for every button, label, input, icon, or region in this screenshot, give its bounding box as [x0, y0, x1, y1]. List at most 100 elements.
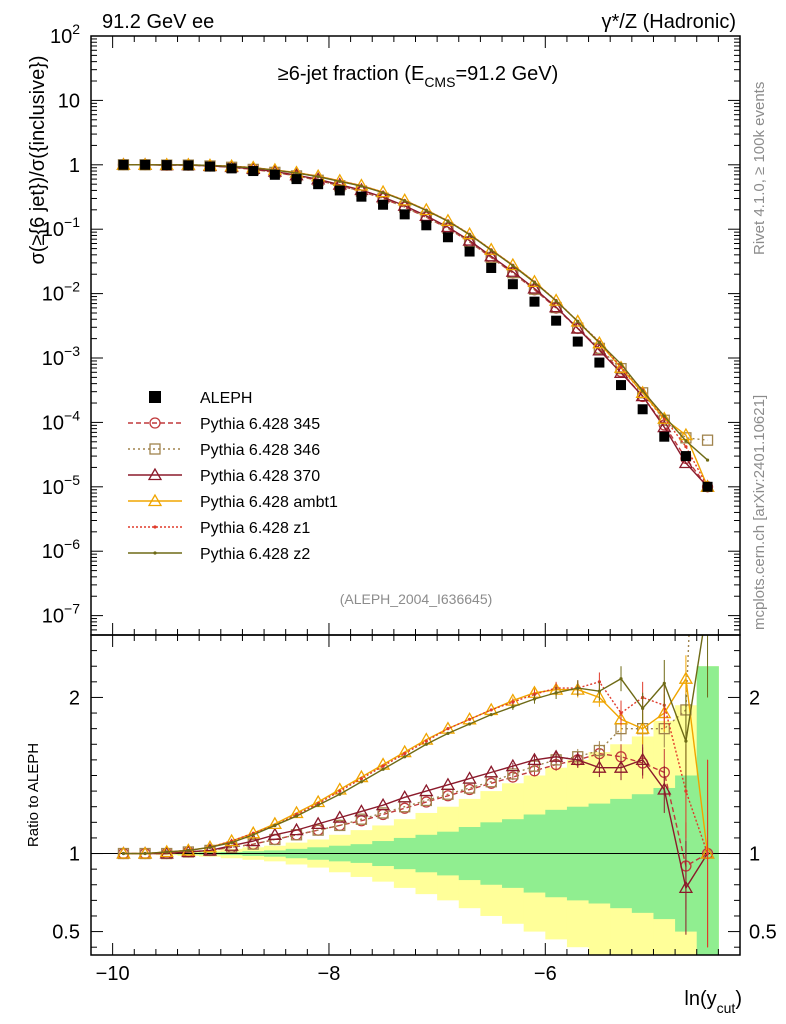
series-marker-main-5 — [619, 362, 623, 366]
series-line-ratio-3 — [123, 676, 709, 855]
series-marker-ratio-1 — [355, 813, 368, 825]
series-marker-ratio-1 — [334, 819, 346, 832]
series-marker-main-5 — [316, 175, 320, 179]
series-line-main-3 — [123, 164, 709, 488]
series-marker-ratio-5 — [576, 686, 580, 690]
series-marker-main-5 — [381, 191, 385, 195]
series-marker-ratio-4 — [424, 739, 428, 743]
data-point — [659, 431, 670, 442]
series-marker-main-1 — [507, 267, 519, 279]
series-marker-main-5 — [532, 280, 537, 285]
series-marker-main-2 — [462, 233, 477, 246]
data-point — [507, 279, 518, 290]
series-marker-ratio-3 — [592, 690, 607, 703]
series-marker-ratio-2 — [267, 827, 283, 840]
series-marker-main-5 — [338, 179, 342, 184]
series-marker-main-3 — [527, 274, 542, 287]
main-frame — [90, 35, 741, 636]
series-marker-main-5 — [705, 458, 710, 462]
series-marker-ratio-5 — [467, 722, 472, 726]
series-marker-main-2 — [527, 281, 542, 294]
data-point — [140, 159, 151, 170]
x-tick-label: −8 — [318, 963, 341, 985]
legend-swatch-marker — [149, 417, 161, 429]
series-marker-ratio-4 — [446, 727, 450, 731]
series-marker-ratio-1 — [377, 807, 389, 819]
series-marker-ratio-4 — [489, 708, 493, 712]
data-point — [529, 296, 540, 307]
series-marker-ratio-4 — [338, 789, 342, 793]
main-panel-series — [116, 157, 715, 493]
series-marker-ratio-2 — [484, 765, 499, 778]
series-marker-ratio-4 — [403, 752, 407, 756]
data-point — [551, 315, 562, 326]
series-marker-ratio-3 — [635, 721, 650, 734]
data-point — [248, 166, 259, 177]
series-marker-main-2 — [505, 264, 520, 277]
legend-swatch-marker — [149, 443, 161, 455]
series-marker-main-5 — [446, 219, 450, 223]
series-line-main-2 — [123, 164, 709, 488]
series-marker-main-4 — [684, 445, 688, 449]
series-marker-main-5 — [359, 184, 364, 188]
data-point — [702, 481, 713, 492]
x-axis-label: ln(ycut) — [684, 988, 742, 1016]
series-marker-ratio-2 — [678, 880, 694, 894]
series-marker-ratio-2 — [548, 749, 564, 762]
ratio-panel-series — [116, 177, 715, 948]
legend-label: ALEPH — [200, 390, 252, 407]
series-marker-ratio-5 — [273, 823, 277, 828]
series-line-main-4 — [123, 164, 709, 488]
header-process: γ*/Z (Hadronic) — [602, 11, 736, 33]
series-marker-ratio-2 — [592, 760, 607, 773]
series-marker-ratio-5 — [641, 706, 645, 710]
series-marker-ratio-5 — [338, 792, 342, 796]
series-marker-ratio-4 — [467, 717, 472, 721]
data-point — [399, 209, 410, 220]
data-point — [464, 246, 475, 257]
series-marker-ratio-2 — [505, 758, 520, 772]
series-marker-main-2 — [484, 248, 499, 262]
series-marker-main-5 — [684, 439, 688, 443]
series-marker-ratio-5 — [316, 803, 320, 807]
series-marker-ratio-2 — [311, 816, 326, 830]
series-marker-ratio-1 — [703, 177, 713, 187]
series-marker-main-3 — [570, 314, 585, 327]
series-marker-ratio-5 — [403, 755, 407, 759]
series-marker-ratio-2 — [246, 833, 261, 847]
series-marker-ratio-5 — [511, 705, 515, 709]
series-marker-main-2 — [657, 419, 672, 433]
series-marker-main-1 — [550, 301, 562, 314]
x-axis-label-sub: cut — [717, 1000, 736, 1016]
series-marker-ratio-2 — [397, 790, 412, 803]
series-marker-ratio-5 — [251, 833, 255, 837]
series-marker-main-3 — [484, 242, 499, 255]
series-marker-ratio-5 — [294, 814, 299, 818]
series-line-main-0 — [123, 164, 709, 488]
series-marker-ratio-4 — [619, 711, 623, 715]
ratio-axis-label: Ratio to ALEPH — [25, 743, 42, 847]
data-point — [486, 262, 497, 273]
legend-label: Pythia 6.428 346 — [200, 442, 320, 459]
plot-title-sub: CMS — [424, 74, 455, 90]
legend-swatch-marker — [147, 467, 163, 481]
series-marker-ratio-3 — [267, 816, 283, 830]
series-marker-ratio-5 — [446, 731, 450, 735]
series-marker-ratio-2 — [527, 752, 542, 766]
ratio-tick-label-right: 0.5 — [749, 922, 777, 944]
series-marker-main-4 — [619, 365, 623, 369]
series-marker-main-3 — [657, 411, 672, 424]
data-point — [204, 161, 215, 172]
series-marker-ratio-5 — [706, 602, 709, 605]
series-marker-ratio-5 — [121, 851, 126, 856]
series-marker-main-5 — [403, 199, 407, 203]
ratio-tick-label: 0.5 — [52, 922, 80, 944]
series-marker-main-5 — [511, 264, 515, 268]
x-tick-label: −6 — [534, 963, 557, 985]
data-point — [572, 336, 583, 347]
series-marker-ratio-5 — [424, 742, 428, 746]
series-marker-ratio-2 — [570, 752, 585, 766]
series-marker-ratio-5 — [165, 850, 169, 854]
series-marker-ratio-5 — [230, 841, 234, 845]
series-marker-main-5 — [641, 389, 645, 393]
